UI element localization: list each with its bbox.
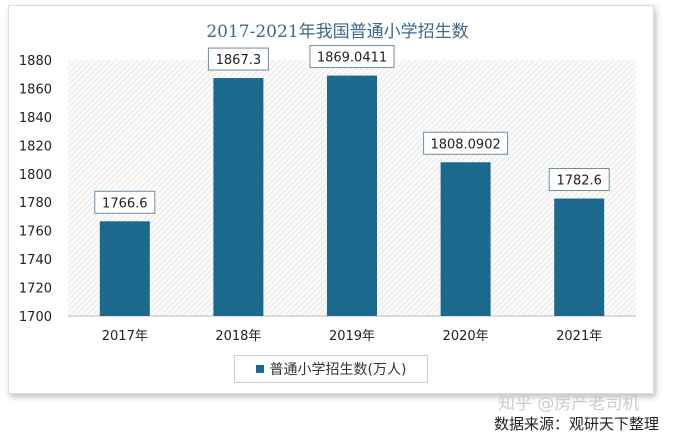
- legend-swatch: [255, 365, 264, 373]
- data-label-box: [94, 190, 156, 214]
- x-tick-label: 2019年: [329, 329, 375, 344]
- legend: 普通小学招生数(万人): [234, 355, 428, 383]
- x-tick-label: 2018年: [215, 329, 261, 344]
- bar: [440, 162, 491, 316]
- y-tick-label: 1700: [19, 310, 52, 325]
- data-label-box: [207, 47, 269, 71]
- data-label: 1782.6: [556, 174, 602, 189]
- x-tick-label: 2017年: [102, 329, 148, 344]
- legend-label: 普通小学招生数(万人): [269, 362, 407, 378]
- bar: [327, 75, 377, 316]
- y-tick-label: 1800: [19, 168, 52, 183]
- data-label-box: [309, 45, 395, 69]
- y-tick-label: 1720: [19, 282, 52, 297]
- x-tick-label: 2021年: [556, 329, 602, 344]
- bar: [554, 198, 605, 316]
- data-label: 1766.6: [102, 196, 148, 211]
- data-label: 1869.0411: [317, 51, 387, 66]
- data-label: 1867.3: [216, 53, 262, 68]
- x-tick-label: 2020年: [443, 329, 489, 344]
- y-tick-label: 1740: [19, 253, 52, 268]
- y-tick-label: 1820: [19, 139, 52, 154]
- data-label: 1808.0902: [430, 137, 500, 152]
- watermark: 知乎 @房产老司机: [498, 394, 640, 414]
- bar: [99, 221, 150, 316]
- y-tick-label: 1880: [19, 54, 52, 69]
- y-tick-label: 1840: [19, 111, 52, 126]
- chart-title: 2017-2021年我国普通小学招生数: [206, 22, 469, 42]
- y-tick-label: 1780: [19, 196, 52, 211]
- y-tick-label: 1760: [19, 225, 52, 240]
- source-note: 数据来源：观研天下整理: [494, 415, 660, 433]
- y-tick-label: 1860: [19, 82, 52, 97]
- data-label-box: [548, 168, 610, 192]
- data-label-box: [423, 131, 509, 155]
- bar: [213, 78, 264, 316]
